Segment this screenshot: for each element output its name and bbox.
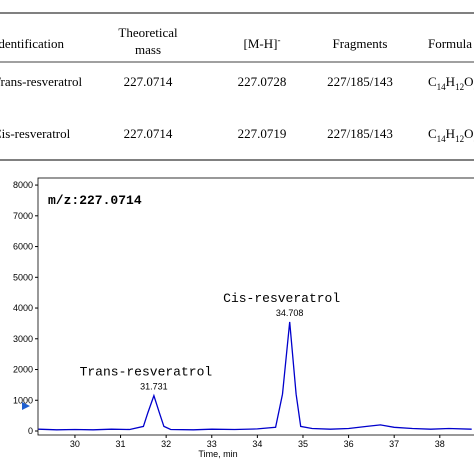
subscript: 14 (437, 82, 447, 92)
peak-label: 34.708 (276, 308, 304, 318)
x-axis-label: Time, min (198, 449, 237, 459)
element: H (446, 126, 455, 141)
x-tick-label: 33 (207, 439, 217, 449)
peak-label: 31.731 (140, 382, 168, 392)
x-tick-label: 38 (435, 439, 445, 449)
element: O (464, 74, 473, 89)
y-tick-label: 5000 (13, 272, 33, 282)
formula: C14H12O3 (428, 74, 474, 92)
table-cell: 227.0719 (238, 126, 287, 141)
y-tick-label: 6000 (13, 242, 33, 252)
x-tick-label: 32 (161, 439, 171, 449)
table-cell: 227.0728 (238, 74, 287, 89)
y-tick-label: 4000 (13, 303, 33, 313)
header-text: [M-H] (244, 36, 278, 51)
y-tick-label: 2000 (13, 365, 33, 375)
element: O (464, 126, 473, 141)
element: H (446, 74, 455, 89)
x-tick-label: 31 (116, 439, 126, 449)
header-sup: - (277, 35, 280, 45)
peak-annotation: Trans-resveratrol (80, 365, 213, 380)
element: C (428, 74, 437, 89)
header-cell: Theoretical (118, 25, 178, 40)
plot-frame (37, 177, 474, 436)
table-cell: 227.0714 (124, 126, 173, 141)
x-tick-label: 37 (389, 439, 399, 449)
y-tick-label: 8000 (13, 180, 33, 190)
element: C (428, 126, 437, 141)
y-tick-label: 7000 (13, 211, 33, 221)
y-tick-label: 0 (28, 426, 33, 436)
subscript: 12 (455, 134, 464, 144)
subscript: 14 (437, 134, 447, 144)
formula: C14H12O3 (428, 126, 474, 144)
header-cell: Formula (428, 36, 472, 51)
y-tick-label: 1000 (13, 395, 33, 405)
series-line (38, 321, 472, 431)
header-cell: Fragments (333, 36, 388, 51)
header-cell: [M-H]- (244, 35, 281, 51)
table-cell: 227/185/143 (327, 126, 393, 141)
y-tick-label: 3000 (13, 334, 33, 344)
table-cell: 227.0714 (124, 74, 173, 89)
peak-annotation: Cis-resveratrol (223, 291, 340, 306)
table-cell: Trans-resveratrol (0, 74, 82, 89)
table-cell: Cis-resveratrol (0, 126, 71, 141)
x-tick-label: 36 (344, 439, 354, 449)
table-cell: 227/185/143 (327, 74, 393, 89)
marker-arrow (22, 402, 30, 410)
x-tick-label: 35 (298, 439, 308, 449)
header-cell: Identification (0, 36, 65, 51)
subscript: 12 (455, 82, 464, 92)
x-tick-label: 30 (70, 439, 80, 449)
header-cell: mass (135, 42, 161, 57)
x-tick-label: 34 (252, 439, 262, 449)
chart-title: m/z:227.0714 (48, 193, 142, 208)
